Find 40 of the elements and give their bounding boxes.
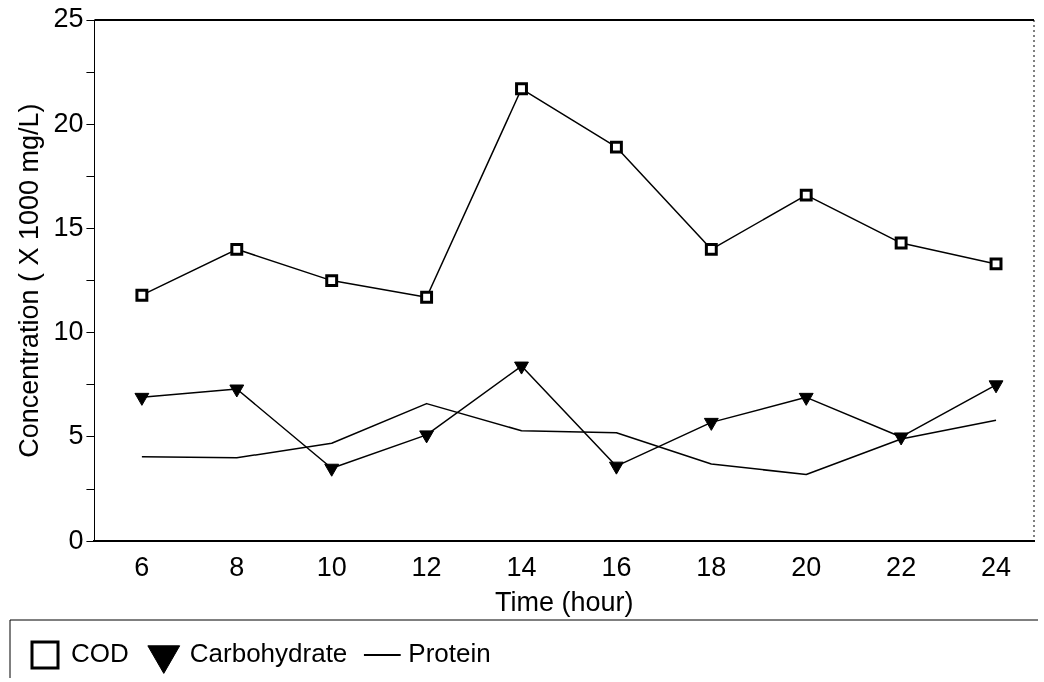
x-tick-label: 18	[696, 551, 727, 582]
point	[703, 417, 719, 431]
x-tick-label: 6	[134, 551, 150, 582]
x-axis-title: Time (hour)	[494, 587, 634, 618]
point	[325, 274, 339, 288]
point	[608, 461, 624, 475]
y-tick-label: 20	[53, 107, 84, 138]
point	[989, 257, 1003, 271]
x-tick-label: 20	[791, 551, 822, 582]
point	[515, 82, 528, 96]
y-axis-title: Concentration ( X 1000 mg/L)	[13, 103, 44, 458]
y-tick-label: 10	[53, 316, 84, 347]
y-tick-label: 5	[68, 420, 84, 451]
point	[799, 188, 813, 202]
legend-label: Protein	[408, 638, 491, 669]
point	[704, 242, 718, 256]
legend-label: Carbohydrate	[189, 638, 348, 669]
x-tick-label: 24	[981, 551, 1012, 582]
x-tick-label: 14	[506, 551, 537, 582]
point	[798, 392, 814, 406]
point	[988, 380, 1004, 394]
point	[324, 463, 340, 477]
point	[894, 236, 908, 250]
point	[419, 430, 435, 444]
point	[230, 242, 244, 256]
point	[514, 361, 529, 375]
x-tick-label: 16	[601, 551, 632, 582]
y-tick-label: 0	[68, 524, 84, 555]
legend-label: COD	[71, 638, 129, 669]
point	[134, 392, 150, 406]
point	[609, 140, 623, 154]
y-tick-label: 15	[53, 211, 84, 242]
x-tick-label: 12	[411, 551, 442, 582]
point	[420, 290, 434, 304]
point	[229, 384, 245, 398]
y-tick-label: 25	[53, 3, 84, 34]
x-tick-label: 10	[316, 551, 347, 582]
x-tick-label: 8	[229, 551, 245, 582]
point	[135, 288, 149, 302]
x-tick-label: 22	[886, 551, 917, 582]
